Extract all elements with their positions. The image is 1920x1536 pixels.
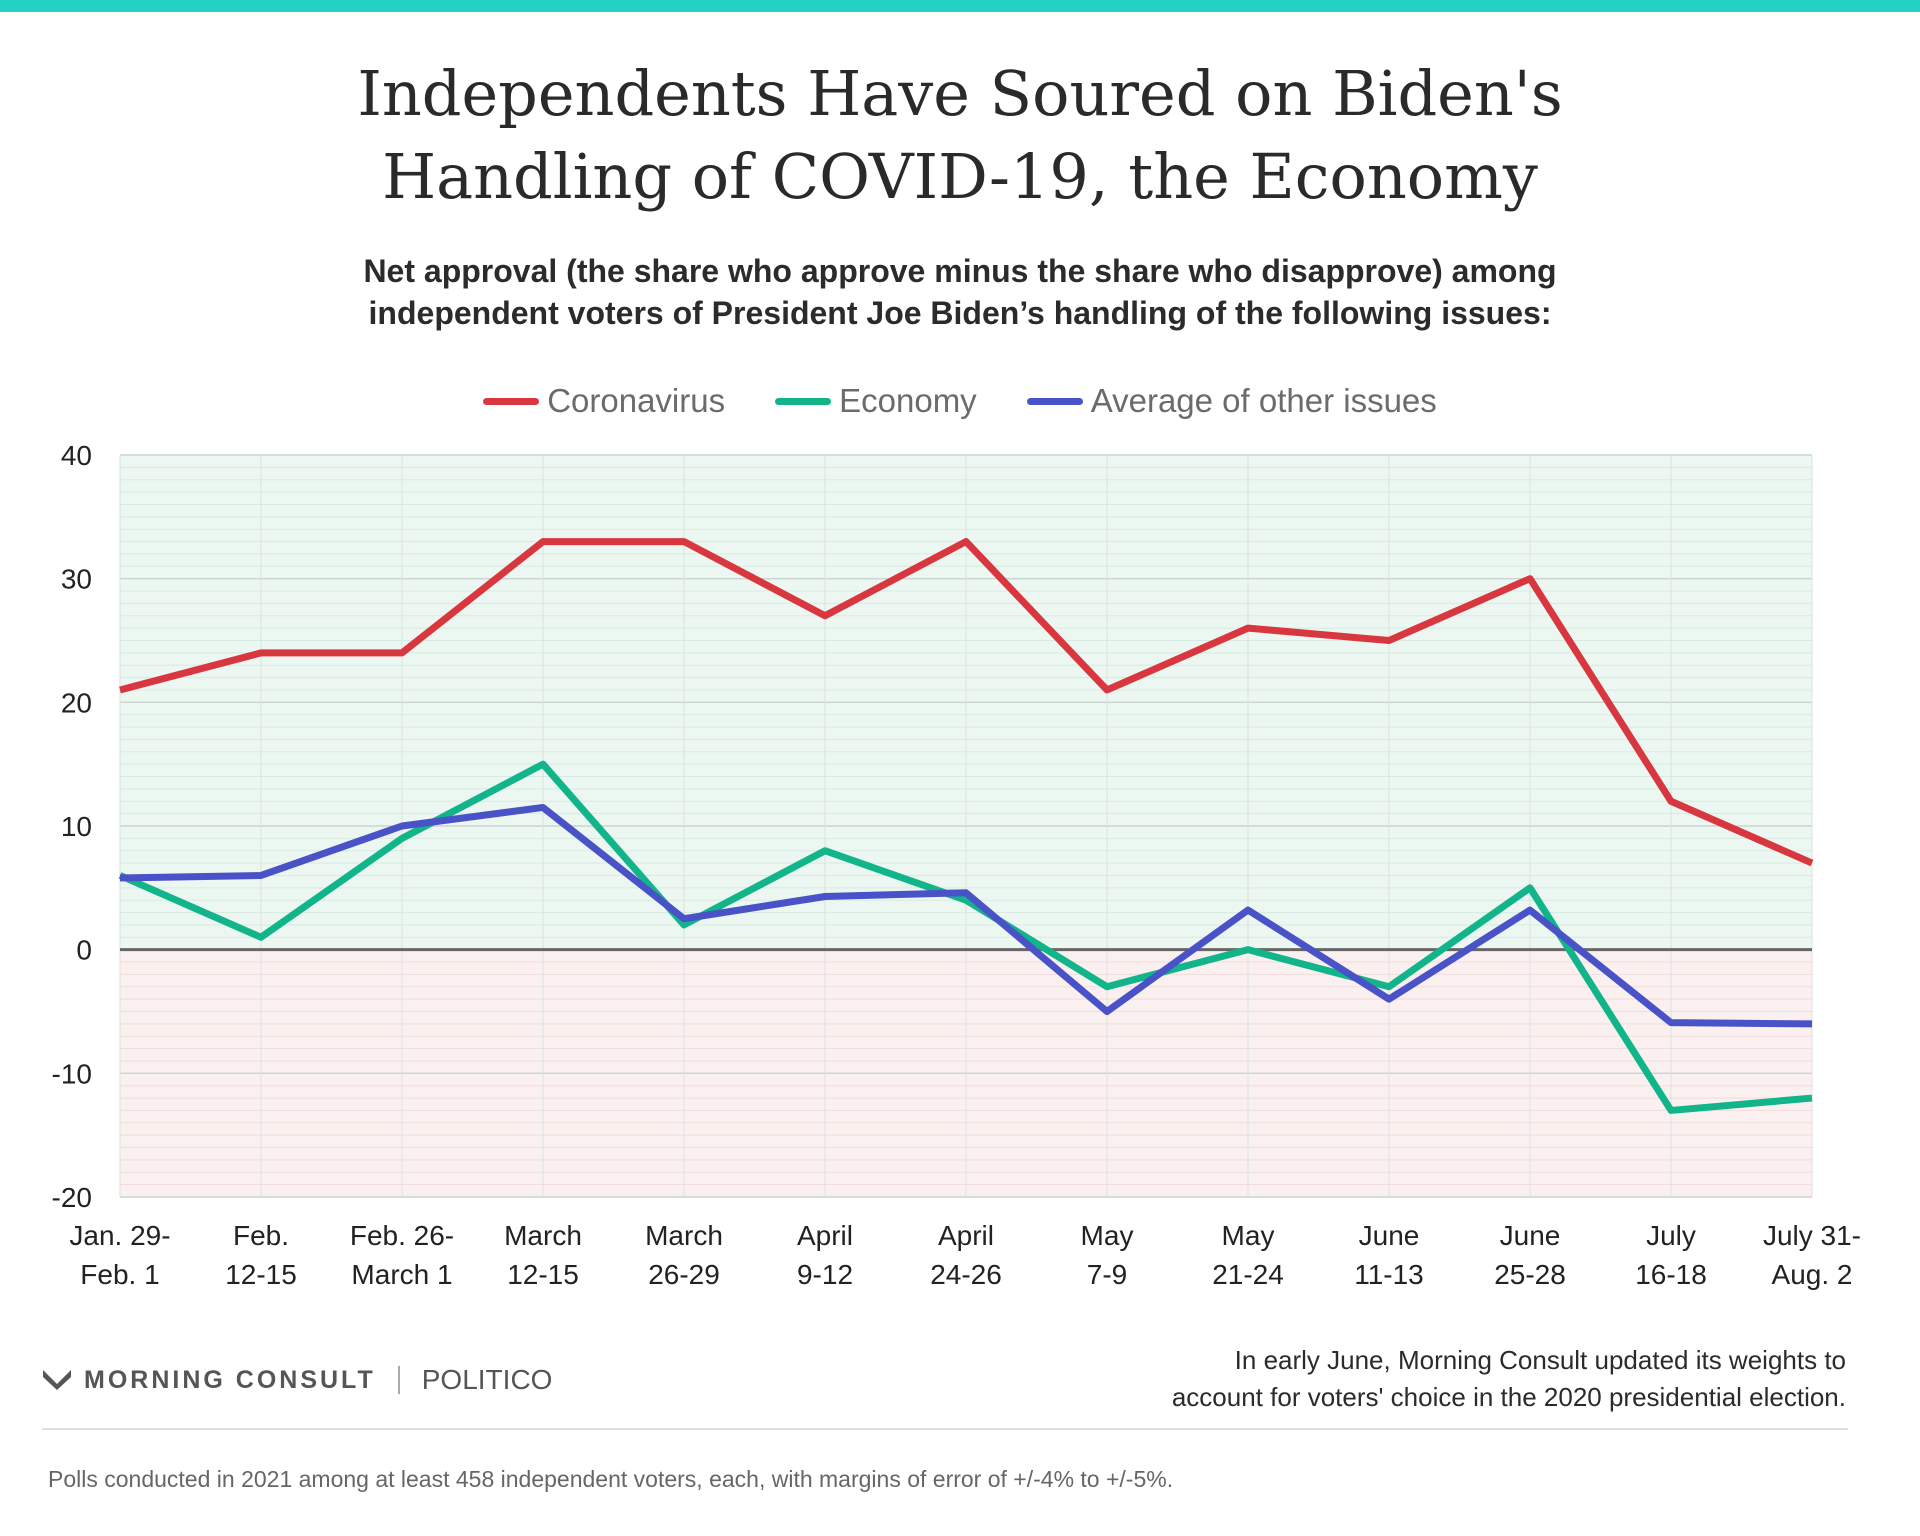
- chart-legend: Coronavirus Economy Average of other iss…: [0, 378, 1920, 424]
- x-tick-label: 12-15: [225, 1259, 297, 1290]
- x-tick-label: Aug. 2: [1772, 1259, 1853, 1290]
- chart-subtitle: Net approval (the share who approve minu…: [160, 250, 1760, 334]
- x-tick-label: June: [1500, 1220, 1561, 1251]
- x-tick-label: 21-24: [1212, 1259, 1284, 1290]
- footnote: Polls conducted in 2021 among at least 4…: [48, 1466, 1174, 1492]
- legend-swatch-economy: [775, 397, 832, 405]
- x-tick-label: 25-28: [1494, 1259, 1566, 1290]
- legend-item-other-issues: Average of other issues: [1026, 382, 1437, 420]
- legend-swatch-coronavirus: [483, 397, 540, 405]
- series-line-coronavirus: [119, 538, 1814, 867]
- methodology-note: In early June, Morning Consult updated i…: [946, 1342, 1846, 1416]
- x-tick-label: May: [1222, 1220, 1275, 1251]
- y-tick-label: 40: [61, 440, 92, 471]
- x-tick-label: 26-29: [648, 1259, 720, 1290]
- x-tick-label: May: [1081, 1220, 1134, 1251]
- y-tick-label: -20: [52, 1182, 92, 1213]
- x-tick-label: Feb.: [233, 1220, 289, 1251]
- series-line-other-issues: [119, 803, 1813, 1028]
- x-tick-label: July: [1646, 1220, 1696, 1251]
- x-tick-label: Feb. 26-: [350, 1220, 454, 1251]
- x-tick-label: Jan. 29-: [69, 1220, 170, 1251]
- x-tick-label: 24-26: [930, 1259, 1002, 1290]
- footer-divider: [42, 1428, 1848, 1430]
- x-tick-label: March: [504, 1220, 582, 1251]
- logo-separator: [397, 1366, 400, 1394]
- x-tick-label: 11-13: [1354, 1259, 1424, 1290]
- y-tick-label: 20: [61, 687, 92, 718]
- x-tick-label: 9-12: [797, 1259, 853, 1290]
- chart-subtitle-line-1: Net approval (the share who approve minu…: [363, 253, 1557, 289]
- x-tick-label: 12-15: [507, 1259, 579, 1290]
- morning-consult-wordmark: MORNING CONSULT: [84, 1365, 376, 1394]
- chart-title-line-2: Handling of COVID-19, the Economy: [382, 140, 1538, 213]
- x-tick-label: April: [797, 1220, 853, 1251]
- legend-label-coronavirus: Coronavirus: [547, 382, 726, 419]
- x-tick-label: 7-9: [1087, 1259, 1127, 1290]
- y-tick-label: 30: [61, 564, 92, 595]
- series-line-economy: [118, 760, 1813, 1114]
- chart-title-line-1: Independents Have Soured on Biden's: [357, 57, 1563, 130]
- y-tick-label: -10: [52, 1058, 92, 1089]
- x-tick-label: Feb. 1: [80, 1259, 159, 1290]
- x-tick-label: June: [1359, 1220, 1420, 1251]
- line-chart: 40 30 20 10 0 -10 -20 Jan. 29- Feb. 1 Feb. 12-15 Fe…: [52, 440, 1861, 1290]
- y-tick-label: 0: [76, 935, 92, 966]
- x-tick-label: March 1: [351, 1259, 452, 1290]
- methodology-note-line-2: account for voters' choice in the 2020 p…: [1171, 1382, 1846, 1412]
- source-logos: MORNING CONSULT POLITICO: [42, 1360, 552, 1400]
- top-accent-bar: [0, 0, 1920, 12]
- methodology-note-line-1: In early June, Morning Consult updated i…: [1234, 1345, 1846, 1375]
- legend-swatch-other-issues: [1026, 397, 1083, 405]
- x-tick-label: 16-18: [1635, 1259, 1707, 1290]
- chart-subtitle-line-2: independent voters of President Joe Bide…: [368, 295, 1552, 331]
- x-tick-label: July 31-: [1763, 1220, 1861, 1251]
- politico-wordmark: POLITICO: [421, 1364, 553, 1395]
- morning-consult-logo-icon: [43, 1370, 71, 1390]
- x-tick-label: April: [938, 1220, 994, 1251]
- legend-label-economy: Economy: [839, 382, 977, 419]
- legend-item-economy: Economy: [775, 382, 977, 420]
- y-tick-label: 10: [61, 811, 92, 842]
- legend-item-coronavirus: Coronavirus: [483, 382, 725, 420]
- legend-label-other-issues: Average of other issues: [1090, 382, 1437, 419]
- chart-title: Independents Have Soured on Biden's Hand…: [0, 52, 1920, 218]
- x-tick-label: March: [645, 1220, 723, 1251]
